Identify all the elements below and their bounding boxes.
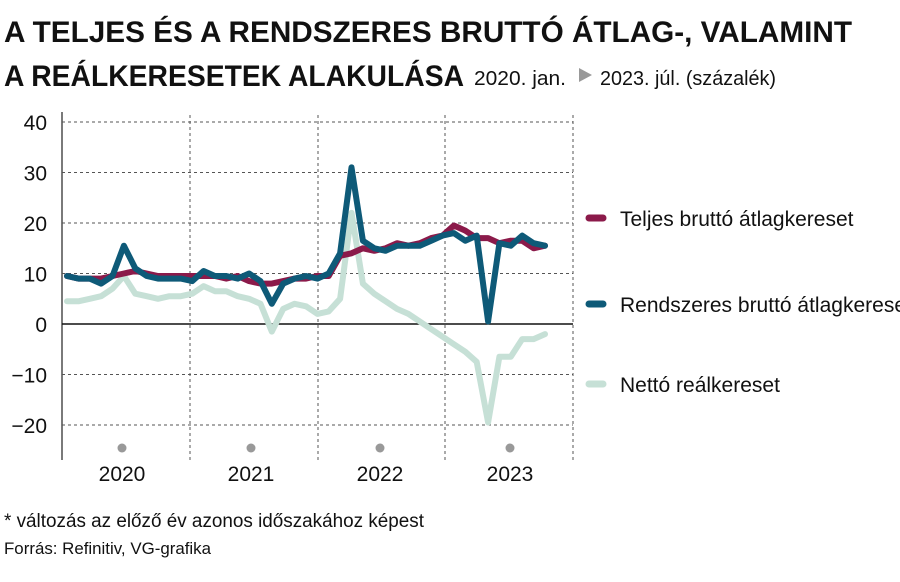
year-dot xyxy=(505,443,515,453)
arrow-icon xyxy=(579,68,592,82)
y-tick-label: 20 xyxy=(24,213,47,236)
y-tick-label: 10 xyxy=(24,264,47,287)
y-tick-label: −10 xyxy=(11,365,47,388)
y-tick-label: 0 xyxy=(35,314,47,337)
legend-item: Teljes bruttó átlagkereset xyxy=(585,208,854,231)
y-tick-label: 40 xyxy=(24,112,47,135)
year-dot xyxy=(375,443,385,453)
chart-title-line2: A REÁLKERESETEK ALAKULÁSA xyxy=(4,59,464,93)
x-tick-label: 2020 xyxy=(99,463,146,486)
y-tick-label: −20 xyxy=(11,415,47,438)
y-tick-label: 30 xyxy=(24,163,47,186)
legend-label: Teljes bruttó átlagkereset xyxy=(620,208,854,231)
series-line xyxy=(64,209,548,426)
subtitle-from: 2020. jan. xyxy=(474,68,566,90)
footnote: * változás az előző év azonos időszakáho… xyxy=(4,511,425,532)
series-line xyxy=(64,164,548,325)
source: Forrás: Refinitiv, VG-grafika xyxy=(4,539,212,558)
chart-title: A TELJES ÉS A RENDSZERES BRUTTÓ ÁTLAG-, … xyxy=(4,15,852,49)
legend-label: Rendszeres bruttó átlagkereset xyxy=(620,294,900,317)
year-dot xyxy=(117,443,127,453)
year-dividers xyxy=(189,115,574,460)
legend-item: Rendszeres bruttó átlagkereset xyxy=(585,294,900,317)
subtitle-to: 2023. júl. (százalék) xyxy=(600,68,776,90)
legend-label: Nettó reálkereset xyxy=(620,374,780,397)
x-tick-label: 2022 xyxy=(357,463,404,486)
legend-item: Nettó reálkereset xyxy=(585,374,780,397)
x-tick-label: 2021 xyxy=(228,463,275,486)
year-dot xyxy=(246,443,256,453)
x-tick-label: 2023 xyxy=(487,463,534,486)
